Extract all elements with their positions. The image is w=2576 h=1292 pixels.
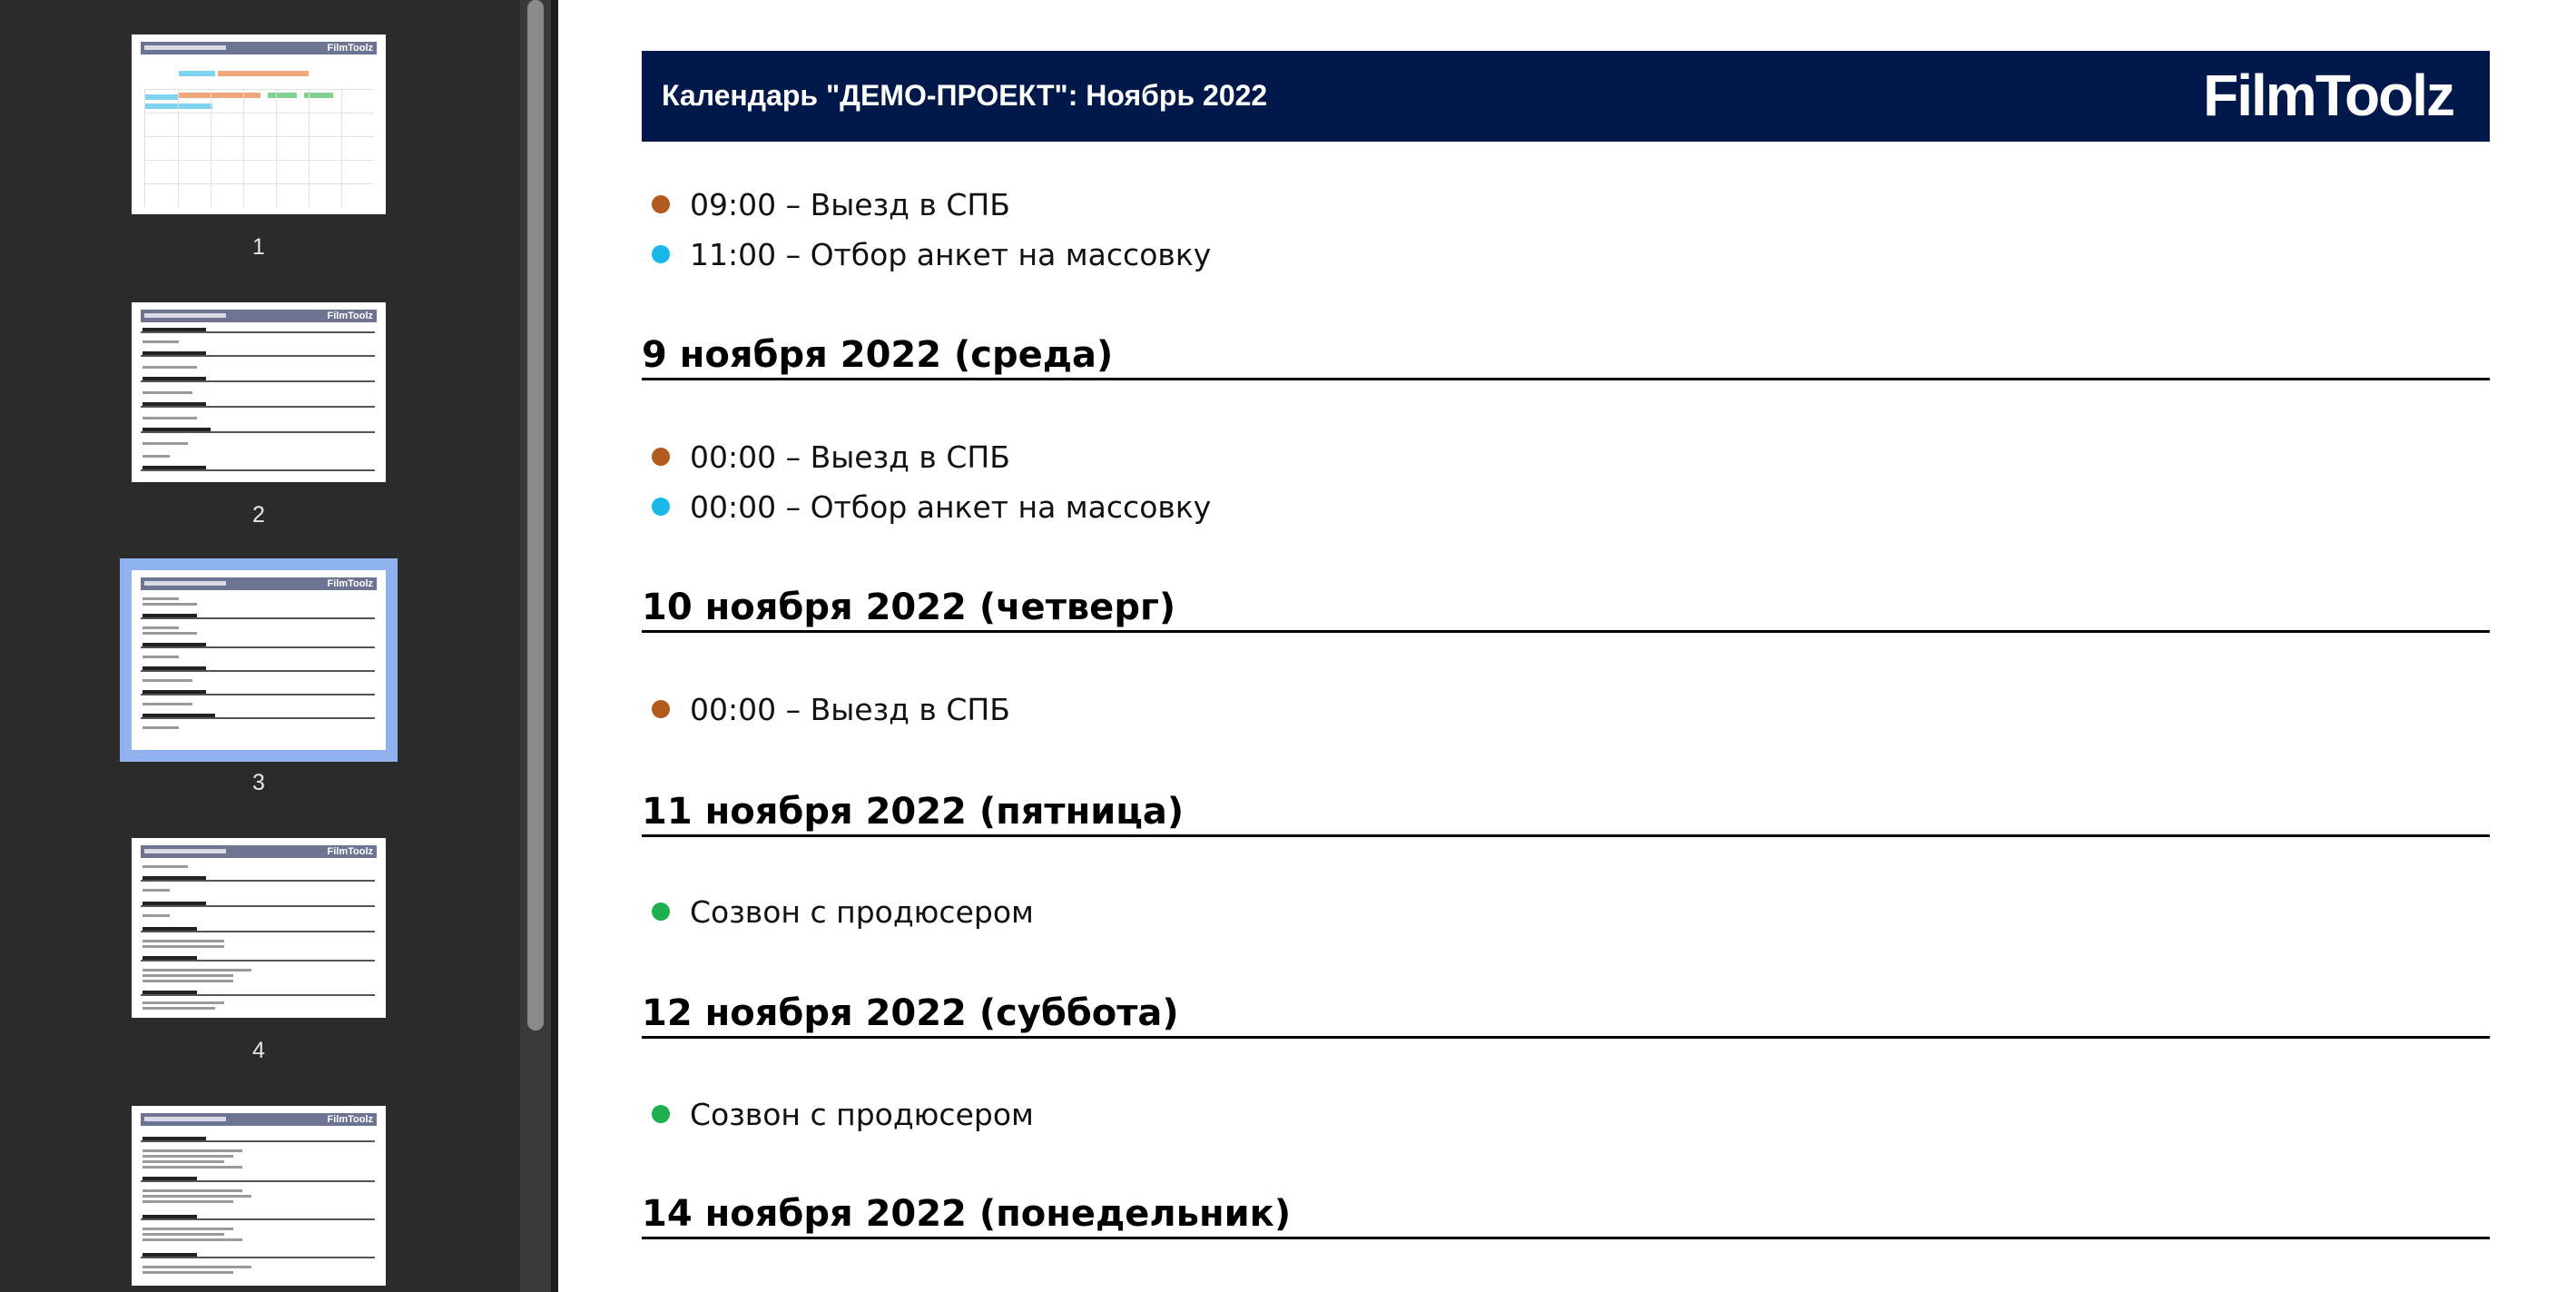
- day-heading: 10 ноября 2022 (четверг): [642, 577, 2490, 633]
- event-item: Созвон с продюсером: [652, 893, 1034, 930]
- thumbnail-sidebar: FilmToolz 1: [0, 0, 520, 1292]
- day-heading-text: 10 ноября 2022 (четверг): [642, 587, 1176, 628]
- day-heading: 12 ноября 2022 (суббота): [642, 983, 2490, 1039]
- event-item: 00:00 – Отбор анкет на массовку: [652, 488, 1211, 525]
- event-text: Созвон с продюсером: [690, 1096, 1034, 1132]
- day-heading-text: 12 ноября 2022 (суббота): [642, 992, 1179, 1034]
- brown-dot-icon: [652, 195, 670, 213]
- event-text: 00:00 – Отбор анкет на массовку: [690, 488, 1212, 525]
- event-text: 00:00 – Выезд в СПБ: [690, 439, 1010, 475]
- page-number: 3: [252, 770, 265, 795]
- event-item: 11:00 – Отбор анкет на массовку: [652, 236, 1211, 272]
- day-heading-text: 11 ноября 2022 (пятница): [642, 791, 1185, 833]
- day-heading: 9 ноября 2022 (среда): [642, 325, 2490, 380]
- page-thumbnail-1[interactable]: FilmToolz: [132, 35, 386, 214]
- day-heading: 14 ноября 2022 (понедельник): [642, 1184, 2490, 1239]
- thumbnail-header: FilmToolz: [141, 577, 377, 590]
- green-dot-icon: [652, 902, 670, 921]
- brown-dot-icon: [652, 448, 670, 466]
- event-text: 00:00 – Выезд в СПБ: [690, 691, 1010, 727]
- day-heading: 11 ноября 2022 (пятница): [642, 782, 2490, 837]
- document-header: Календарь "ДЕМО-ПРОЕКТ": Ноябрь 2022 Fil…: [642, 51, 2490, 142]
- thumbnail-logo: FilmToolz: [327, 846, 373, 857]
- cyan-dot-icon: [652, 498, 670, 516]
- event-item: 00:00 – Выезд в СПБ: [652, 691, 1010, 727]
- thumbnail-header: FilmToolz: [141, 310, 377, 322]
- thumbnail-logo: FilmToolz: [327, 311, 373, 321]
- page-thumbnail-4[interactable]: FilmToolz: [132, 838, 386, 1018]
- page-number: 2: [252, 502, 265, 528]
- event-text: Созвон с продюсером: [690, 893, 1034, 930]
- cyan-dot-icon: [652, 245, 670, 263]
- thumbnail-logo: FilmToolz: [327, 43, 373, 54]
- thumbnail-header: FilmToolz: [141, 42, 377, 54]
- sidebar-divider[interactable]: [551, 0, 558, 1292]
- event-text: 11:00 – Отбор анкет на массовку: [690, 236, 1212, 272]
- page-thumbnail-3[interactable]: FilmToolz: [132, 570, 386, 750]
- document-title: Календарь "ДЕМО-ПРОЕКТ": Ноябрь 2022: [662, 79, 1268, 112]
- thumbnail-header: FilmToolz: [141, 845, 377, 858]
- page-number: 1: [252, 234, 265, 260]
- event-item: 00:00 – Выезд в СПБ: [652, 439, 1010, 475]
- thumbnail-header: FilmToolz: [141, 1113, 377, 1126]
- page-thumbnail-5[interactable]: FilmToolz: [132, 1106, 386, 1286]
- brown-dot-icon: [652, 700, 670, 718]
- thumbnail-logo: FilmToolz: [327, 1114, 373, 1125]
- event-item: Созвон с продюсером: [652, 1096, 1034, 1132]
- page-number: 4: [252, 1038, 265, 1063]
- event-text: 09:00 – Выезд в СПБ: [690, 186, 1010, 222]
- day-heading-text: 9 ноября 2022 (среда): [642, 334, 1114, 376]
- thumbnail-logo: FilmToolz: [327, 578, 373, 589]
- filmtoolz-logo: FilmToolz: [2203, 63, 2455, 128]
- event-item: 09:00 – Выезд в СПБ: [652, 186, 1010, 222]
- page-thumbnail-2[interactable]: FilmToolz: [132, 302, 386, 482]
- sidebar-scrollbar-thumb[interactable]: [527, 0, 544, 1031]
- green-dot-icon: [652, 1105, 670, 1123]
- day-heading-text: 14 ноября 2022 (понедельник): [642, 1193, 1292, 1235]
- document-page: Календарь "ДЕМО-ПРОЕКТ": Ноябрь 2022 Fil…: [558, 0, 2576, 1292]
